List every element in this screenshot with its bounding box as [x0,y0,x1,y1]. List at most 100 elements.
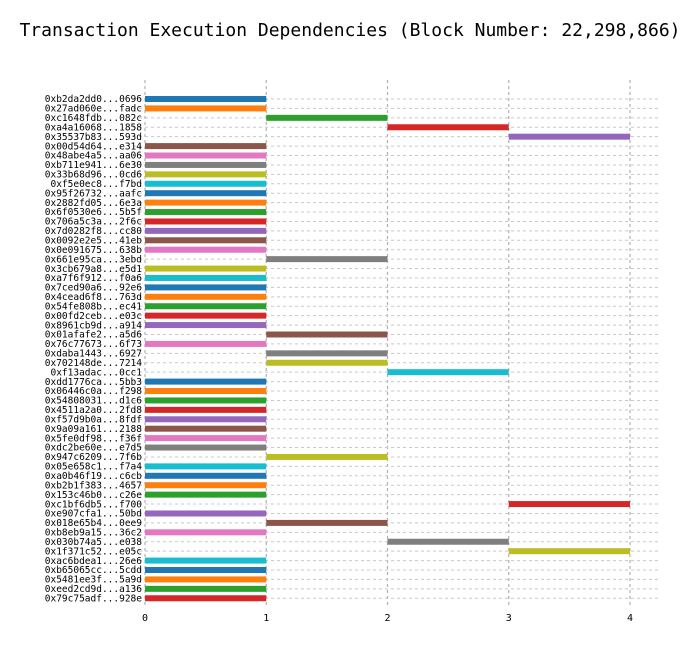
y-tick-label: 0x00fd2ceb...e03c [45,311,142,322]
y-tick-label: 0x5481ee3f...5a9d [45,575,142,586]
y-tick-label: 0xb65065cc...5cdd [45,565,142,576]
y-tick-label: 0x95f26732...aafc [45,188,142,199]
transaction-bar [145,388,267,395]
transaction-bar [145,322,267,329]
y-tick-label: 0xa7f6f912...f0a6 [45,273,143,284]
transaction-bar [145,293,267,300]
y-tick-label: 0x706a5c3a...2f6c [45,217,142,228]
transaction-bar [508,501,630,508]
y-tick-label: 0xdc2be60e...e7d5 [45,443,142,454]
transaction-bar [145,491,267,498]
transaction-bar [145,161,267,168]
transaction-bar [145,482,267,489]
y-tick-label: 0x018e65b4...0ee9 [45,518,143,529]
transaction-bar [145,274,267,281]
y-tick-label: 0x4cead6f8...763d [45,292,142,303]
y-tick-label: 0x79c75adf...928e [45,593,143,604]
transaction-bar [145,397,267,404]
transaction-bar [145,557,267,564]
y-tick-label: 0xdd1776ca...5bb3 [45,377,142,388]
transaction-bar [387,124,509,131]
transaction-bar [387,538,509,545]
transaction-bar [266,114,388,121]
transaction-bar [266,359,388,366]
transaction-bar [145,472,267,479]
transaction-bar [145,190,267,197]
y-tick-label: 0xb8eb9a15...36c2 [45,528,142,539]
y-tick-label: 0x7ced90a6...92e6 [45,283,143,294]
transaction-bar [145,209,267,216]
y-tick-label: 0xa4a16068...1858 [45,122,143,133]
transaction-bar [145,199,267,206]
transaction-bar [145,444,267,451]
transaction-bar [145,340,267,347]
transaction-bar [145,595,267,602]
transaction-bar [145,510,267,517]
chart-title: Transaction Execution Dependencies (Bloc… [19,20,681,41]
y-tick-label: 0xeed2cd9d...a136 [45,584,143,595]
transaction-bar [145,378,267,385]
transaction-bar [145,406,267,413]
transaction-bar [145,152,267,159]
y-tick-label: 0xb2da2dd0...0696 [45,94,143,105]
transaction-bar [145,143,267,150]
transaction-bar [266,350,388,357]
y-tick-label: 0x06446c0a...f298 [45,386,143,397]
y-tick-label: 0x27ad060e...fadc [45,104,142,115]
y-tick-label: 0x48abe4a5...aa06 [45,151,143,162]
transaction-bar [145,463,267,470]
transaction-bar [145,105,267,112]
transaction-bar [145,416,267,423]
transaction-bar [266,453,388,460]
x-tick-label: 3 [506,613,512,624]
transaction-bar [145,265,267,272]
y-tick-label: 0xac6bdea1...26e6 [45,556,143,567]
y-tick-label: 0x54808031...d1c6 [45,396,143,407]
y-tick-label: 0x35537b83...593d [45,132,142,143]
y-tick-label: 0x947c6209...7f6b [45,452,143,463]
y-tick-label: 0x702148de...7214 [45,358,143,369]
transaction-bar [508,133,630,140]
transaction-bar [266,519,388,526]
y-tick-label: 0xb711e941...6e30 [45,160,143,171]
y-tick-label: 0xc1bf6db5...f700 [45,499,143,510]
y-tick-label: 0x05e658c1...f7a4 [45,462,143,473]
x-tick-label: 1 [263,613,269,624]
y-tick-label: 0x661e95ca...3ebd [45,254,142,265]
y-tick-label: 0x1f371c52...e05c [45,546,142,557]
transaction-bar [145,585,267,592]
y-tick-label: 0xf57d9b0a...8fdf [45,414,142,425]
transaction-bar [145,425,267,432]
y-tick-label: 0xc1648fdb...082c [45,113,142,124]
transaction-bar [145,529,267,536]
transaction-bar [145,303,267,310]
y-tick-label: 0x5fe0df98...f36f [45,433,142,444]
x-tick-label: 0 [142,613,148,624]
y-tick-label: 0x2882fd05...6e3a [45,198,142,209]
y-tick-label: 0xf13adac...0cc1 [50,367,142,378]
transaction-bar [145,246,267,253]
transaction-bar [145,576,267,583]
y-tick-label: 0xe907cfa1...50bd [45,509,142,520]
transaction-bar [266,256,388,263]
transaction-bar [145,227,267,234]
transaction-bar [145,312,267,319]
transaction-bar [145,171,267,178]
y-tick-label: 0x030b74a5...e038 [45,537,143,548]
y-tick-label: 0x01afafe2...a5d6 [45,330,143,341]
transaction-bar [508,548,630,555]
y-tick-label: 0x33b68d96...0cd6 [45,170,143,181]
transaction-bar [387,369,509,376]
transaction-bar [145,96,267,102]
x-tick-label: 4 [627,613,633,624]
y-tick-label: 0xa0b46f19...c6cb [45,471,143,482]
transaction-bar [145,567,267,573]
transaction-bar [145,180,267,187]
y-tick-label: 0xf5e0ec8...f7bd [50,179,142,190]
transaction-bar [145,284,267,291]
y-tick-label: 0x4511a2a0...2fd8 [45,405,143,416]
y-tick-label: 0x9a09a161...2188 [45,424,143,435]
y-tick-label: 0x0092e2e5...41eb [45,236,143,247]
